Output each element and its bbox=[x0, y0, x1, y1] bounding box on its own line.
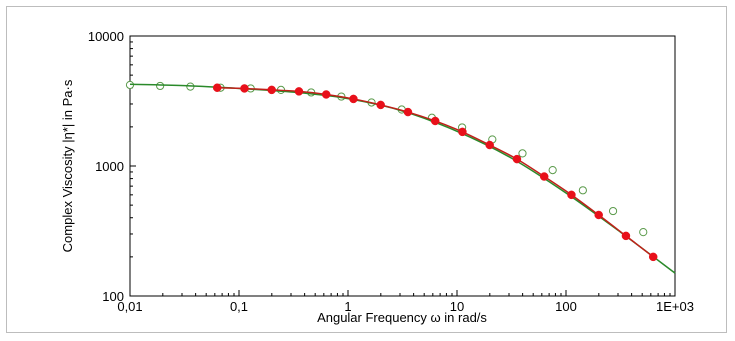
filled-circle-point bbox=[458, 127, 467, 137]
filled-circle-point bbox=[539, 172, 549, 181]
filled-circle-point bbox=[594, 210, 603, 220]
open-circle-point bbox=[578, 186, 587, 195]
filled-circle-point bbox=[430, 116, 440, 126]
plot-area bbox=[129, 35, 676, 297]
filled-circle-point bbox=[621, 231, 631, 241]
filled-circle-point bbox=[212, 83, 222, 92]
filled-circle-point bbox=[403, 107, 413, 117]
filled-circle-point bbox=[512, 154, 522, 164]
x-tick-label: 1E+03 bbox=[656, 299, 694, 314]
x-axis-label: Angular Frequency ω in rad/s bbox=[317, 310, 487, 325]
open-circle-point bbox=[156, 81, 165, 91]
open-circle-point bbox=[639, 228, 648, 237]
filled-circle-point bbox=[567, 190, 576, 200]
filled-circle-point bbox=[349, 94, 358, 104]
filled-circle-point bbox=[376, 100, 385, 110]
y-axis-label: Complex Viscosity |η*| in Pa·s bbox=[60, 79, 75, 252]
x-tick-label: 0,1 bbox=[230, 299, 248, 314]
x-tick-label: 1 bbox=[344, 299, 351, 314]
filled-circle-point bbox=[648, 252, 658, 262]
x-tick-label: 100 bbox=[555, 299, 577, 314]
filled-circle-point bbox=[267, 85, 276, 95]
x-tick-label: 10 bbox=[450, 299, 464, 314]
y-tick-label: 10000 bbox=[88, 29, 124, 44]
filled-circle-point bbox=[321, 90, 331, 99]
y-tick-label: 1000 bbox=[95, 159, 124, 174]
x-tick-label: 0,01 bbox=[117, 299, 142, 314]
filled-circle-point bbox=[485, 140, 494, 150]
open-circle-point bbox=[548, 165, 557, 175]
filled-circle-point bbox=[240, 84, 249, 93]
filled-circle-point bbox=[294, 87, 304, 96]
open-circle-point bbox=[608, 206, 618, 216]
open-circle-point bbox=[518, 149, 527, 158]
y-tick-label: 100 bbox=[102, 289, 124, 304]
